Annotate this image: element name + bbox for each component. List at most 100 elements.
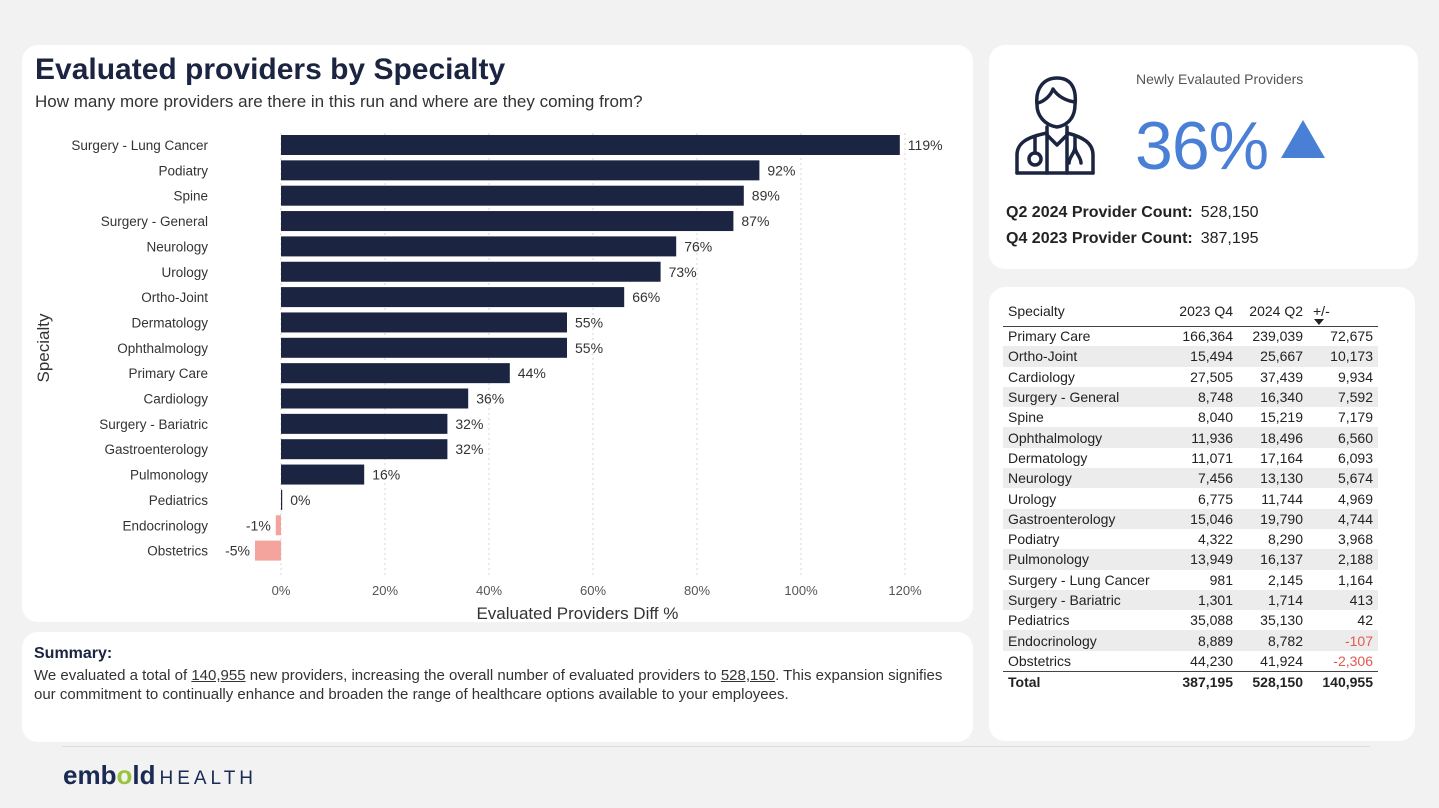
q2-count-label: Q2 2024 Provider Count: (1006, 204, 1193, 221)
cell-2024-q2: 1,714 (1267, 592, 1303, 608)
column-header-diff[interactable]: +/- (1308, 296, 1378, 326)
bar (255, 540, 281, 561)
table-row[interactable]: Surgery - General 8,748 16,340 7,592 (1003, 386, 1378, 408)
x-tick-label: 0% (272, 583, 291, 598)
category-label: Primary Care (128, 366, 208, 381)
table-row[interactable]: Ortho-Joint 15,494 25,667 10,173 (1003, 346, 1378, 367)
cell-2024-q2: 8,290 (1267, 531, 1303, 548)
table-row[interactable]: Obstetrics 44,230 41,924 -2,306 (1003, 651, 1378, 671)
bar (281, 160, 760, 181)
value-label: 87% (741, 213, 769, 229)
table-row[interactable]: Podiatry 4,322 8,290 3,968 (1003, 529, 1378, 549)
embold-health-logo: embold HEALTH (63, 760, 257, 791)
cell-2024-q2: 16,137 (1260, 551, 1303, 568)
q4-count-value: 387,195 (1200, 230, 1259, 247)
cell-2023-q4: 11,071 (1191, 449, 1233, 466)
table-row[interactable]: Surgery - Lung Cancer 981 2,145 1,164 (1003, 570, 1378, 590)
specialty-table: Specialty 2023 Q4 2024 Q2 +/- Primary Ca… (1003, 296, 1378, 693)
cell-2024-q2: 19,790 (1260, 510, 1303, 527)
cell-diff: 4,744 (1337, 510, 1373, 527)
value-label: 119% (908, 137, 943, 153)
sort-desc-icon[interactable] (1314, 319, 1324, 325)
table-row[interactable]: Surgery - Bariatric 1,301 1,714 413 (1003, 589, 1378, 611)
cell-specialty: Cardiology (1008, 368, 1075, 385)
cell-specialty: Surgery - Lung Cancer (1008, 571, 1150, 588)
cell-2024-q2: 16,340 (1260, 389, 1303, 406)
summary-text-part: We evaluated a total of (34, 667, 192, 684)
cell-specialty: Pediatrics (1008, 612, 1070, 629)
value-label: -5% (225, 543, 250, 559)
value-label: 92% (767, 162, 795, 178)
bar (281, 388, 469, 409)
table-row[interactable]: Urology 6,775 11,744 4,969 (1003, 488, 1378, 508)
new-providers-value: 140,955 (191, 667, 246, 684)
table-row[interactable]: Cardiology 27,505 37,439 9,934 (1003, 367, 1378, 387)
cell-2024-q2: 35,130 (1260, 612, 1303, 629)
cell-2024-q2: 239,039 (1252, 328, 1303, 345)
table-card: Specialty 2023 Q4 2024 Q2 +/- Primary Ca… (989, 287, 1415, 741)
x-tick-label: 80% (684, 583, 710, 598)
value-label: 55% (575, 314, 603, 330)
up-triangle-icon (1281, 120, 1325, 158)
cell-diff: 5,674 (1337, 470, 1373, 487)
summary-text-part: new providers, increasing the overall nu… (245, 667, 721, 684)
value-label: 55% (575, 340, 603, 356)
bar (281, 439, 448, 460)
bar (281, 337, 567, 358)
value-label: 16% (372, 467, 400, 483)
table-row[interactable]: Primary Care 166,364 239,039 72,675 (1003, 326, 1378, 346)
cell-specialty: Dermatology (1008, 449, 1088, 466)
cell-2024-q2: 37,439 (1260, 368, 1303, 385)
category-label: Gastroenterology (104, 442, 208, 457)
cell-2023-q4: 35,088 (1190, 612, 1233, 629)
category-label: Surgery - Lung Cancer (71, 138, 208, 153)
table-row[interactable]: Ophthalmology 11,936 18,496 6,560 (1003, 427, 1378, 448)
table-row[interactable]: Spine 8,040 15,219 7,179 (1003, 407, 1378, 427)
category-label: Neurology (146, 239, 208, 254)
cell-specialty: Pulmonology (1008, 551, 1089, 568)
column-header-specialty[interactable]: Specialty (1008, 302, 1065, 319)
bar (281, 489, 283, 510)
table-row[interactable]: Neurology 7,456 13,130 5,674 (1003, 468, 1378, 489)
table-row[interactable]: Pulmonology 13,949 16,137 2,188 (1003, 549, 1378, 570)
bar (281, 312, 567, 333)
bar-chart: 0% 20% 40% 60% 80% 100% 120% Surgery - Lung Can… (34, 133, 943, 622)
cell-2023-q4: 981 (1209, 571, 1233, 588)
x-tick-label: 20% (372, 583, 398, 598)
value-label: 36% (476, 391, 504, 407)
x-tick-label: 120% (888, 583, 922, 598)
chart-title: Evaluated providers by Specialty (35, 53, 506, 86)
footer-divider (62, 746, 1370, 747)
cell-specialty: Primary Care (1008, 328, 1091, 345)
bar (281, 413, 448, 434)
bar (275, 515, 281, 536)
cell-2023-q4: 27,505 (1190, 368, 1233, 385)
x-axis-title: Evaluated Providers Diff % (476, 604, 678, 622)
doctor-icon (1015, 76, 1095, 175)
value-label: -1% (246, 517, 271, 533)
category-label: Ophthalmology (117, 341, 208, 356)
cell-2023-q4: 8,748 (1197, 389, 1233, 406)
cell-diff: 42 (1357, 612, 1373, 629)
cell-specialty: Endocrinology (1008, 632, 1097, 649)
summary-text: We evaluated a total of 140,955 new prov… (34, 666, 954, 704)
table-row[interactable]: Dermatology 11,071 17,164 6,093 (1003, 448, 1378, 468)
value-label: 32% (455, 416, 483, 432)
column-header-2023-q4[interactable]: 2023 Q4 (1179, 302, 1233, 319)
value-label: 0% (290, 492, 310, 508)
bar (281, 261, 661, 282)
y-axis-title: Specialty (34, 313, 53, 382)
column-header-2024-q2[interactable]: 2024 Q2 (1249, 302, 1303, 319)
cell-2023-q4: 4,322 (1197, 531, 1233, 548)
cell-2023-q4: 1,301 (1197, 592, 1233, 608)
table-row[interactable]: Gastroenterology 15,046 19,790 4,744 (1003, 508, 1378, 529)
bar (281, 135, 900, 155)
table-row[interactable]: Pediatrics 35,088 35,130 42 (1003, 610, 1378, 630)
category-label: Obstetrics (147, 544, 208, 559)
summary-text-part: . This expansion signifies our commitmen… (34, 667, 943, 703)
cell-2024-q2: 2,145 (1267, 571, 1303, 588)
table-row[interactable]: Endocrinology 8,889 8,782 -107 (1003, 630, 1378, 651)
cell-diff: 1,164 (1337, 571, 1373, 588)
cell-specialty: Obstetrics (1008, 652, 1072, 669)
x-tick-label: 100% (784, 583, 818, 598)
